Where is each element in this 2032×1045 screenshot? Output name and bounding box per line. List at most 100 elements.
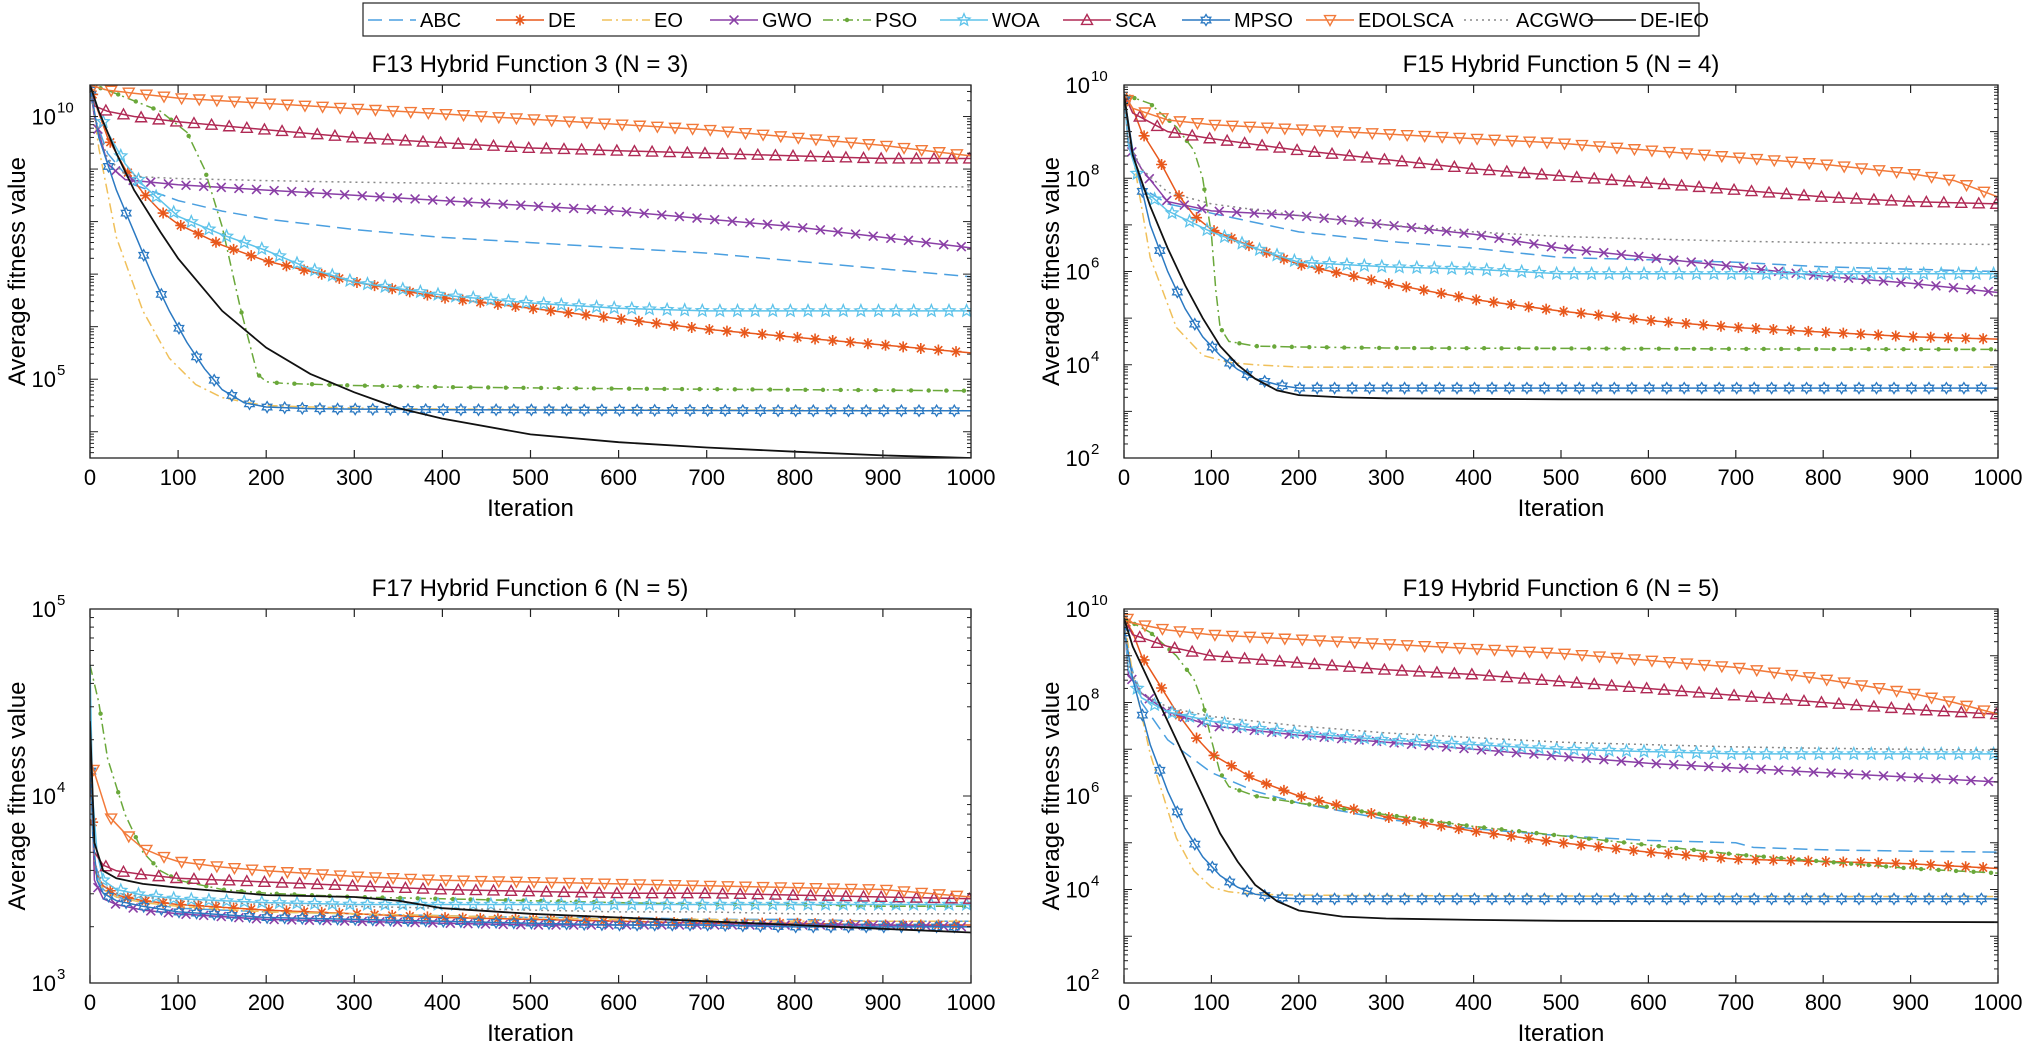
data-point-sca xyxy=(222,873,236,886)
data-point-edolsca xyxy=(1977,705,1991,718)
data-point-woa xyxy=(677,302,693,317)
data-point-edolsca xyxy=(1645,145,1659,158)
data-point-de xyxy=(1942,332,1954,344)
data-point-mpso xyxy=(1154,763,1166,778)
data-point-pso xyxy=(1534,830,1539,836)
data-point-mpso xyxy=(314,911,326,926)
data-point-pso xyxy=(944,388,949,393)
data-point-pso xyxy=(961,388,967,393)
data-point-mpso xyxy=(1608,892,1621,906)
y-axis-label: Average fitness value xyxy=(4,157,31,386)
data-point-woa xyxy=(1461,261,1477,276)
data-point-de xyxy=(210,901,222,913)
data-point-mpso xyxy=(1241,367,1254,382)
data-point-edolsca xyxy=(1540,647,1554,660)
data-point-mpso xyxy=(1783,892,1796,906)
data-point-edolsca xyxy=(1400,129,1414,143)
data-point-sca xyxy=(839,889,853,902)
data-point-edolsca xyxy=(1662,657,1677,670)
data-point-de xyxy=(1488,296,1500,308)
data-point-mpso xyxy=(261,400,273,414)
data-point-edolsca xyxy=(1557,648,1572,661)
data-point-mpso xyxy=(137,248,150,262)
x-tick-label: 800 xyxy=(1805,465,1842,490)
data-point-woa xyxy=(641,896,658,911)
data-point-mpso xyxy=(1870,381,1883,395)
x-tick-label: 200 xyxy=(1280,990,1317,1015)
data-point-woa xyxy=(1671,265,1687,281)
data-point-de xyxy=(228,902,240,914)
data-point-mpso xyxy=(913,920,925,934)
data-point-de xyxy=(827,335,839,347)
data-point-gwo xyxy=(1983,286,1994,297)
data-point-sca xyxy=(610,143,624,156)
data-point-woa xyxy=(412,283,429,299)
data-point-sca xyxy=(486,883,501,896)
data-point-de xyxy=(950,919,962,931)
data-point-sca xyxy=(1622,174,1636,187)
series-line-sca xyxy=(90,767,971,900)
data-point-edolsca xyxy=(1295,634,1309,647)
data-point-de xyxy=(245,903,257,915)
data-point-sca xyxy=(416,134,430,147)
data-point-pso xyxy=(133,99,139,104)
data-point-pso xyxy=(1202,707,1207,713)
data-point-edolsca xyxy=(1924,171,1939,184)
data-point-mpso xyxy=(1328,892,1341,906)
data-point-mpso xyxy=(243,396,256,411)
data-point-edolsca xyxy=(1750,665,1764,678)
data-point-edolsca xyxy=(1592,141,1607,154)
data-point-de xyxy=(1313,795,1325,807)
data-point-mpso xyxy=(1258,374,1271,389)
data-point-gwo xyxy=(709,214,720,225)
data-point-woa xyxy=(553,296,569,312)
data-point-pso xyxy=(327,382,332,387)
data-point-pso xyxy=(1814,858,1819,864)
data-point-mpso xyxy=(648,403,661,418)
data-point-pso xyxy=(591,386,597,391)
data-point-pso xyxy=(1691,346,1697,351)
data-point-edolsca xyxy=(1575,649,1589,663)
data-point-mpso xyxy=(102,159,115,174)
data-point-de xyxy=(1435,287,1447,299)
data-point-sca xyxy=(398,880,413,894)
data-point-gwo xyxy=(1424,224,1434,235)
data-point-pso xyxy=(1429,818,1434,823)
data-point-mpso xyxy=(1853,381,1865,395)
data-point-sca xyxy=(1168,640,1182,653)
data-point-sca xyxy=(1465,161,1479,174)
data-point-pso xyxy=(1814,346,1819,352)
data-point-mpso xyxy=(472,915,485,929)
data-point-mpso xyxy=(243,909,256,924)
data-point-sca xyxy=(398,133,413,146)
data-point-mpso xyxy=(895,920,908,934)
data-point-sca xyxy=(1307,657,1322,670)
data-point-de xyxy=(1278,253,1290,265)
x-tick-label: 800 xyxy=(776,990,813,1015)
data-point-woa xyxy=(1933,745,1949,761)
data-point-mpso xyxy=(631,403,644,417)
x-tick-label: 1000 xyxy=(947,465,996,490)
data-point-edolsca xyxy=(597,118,612,131)
data-point-de xyxy=(1645,315,1657,327)
data-point-sca xyxy=(1639,175,1654,188)
data-point-pso xyxy=(503,385,509,390)
data-point-mpso xyxy=(1748,381,1761,395)
data-point-woa xyxy=(1723,265,1739,281)
data-point-de xyxy=(1243,770,1255,782)
data-point-edolsca xyxy=(1854,163,1869,176)
data-point-edolsca xyxy=(1680,148,1694,161)
data-point-woa xyxy=(1182,708,1198,723)
data-point-sca xyxy=(1587,171,1601,184)
data-point-sca xyxy=(1150,635,1164,648)
data-point-de xyxy=(844,336,856,348)
data-point-de xyxy=(1348,803,1360,815)
legend-entry-edolsca: EDOLSCA xyxy=(1306,10,1454,32)
data-point-de xyxy=(474,296,486,308)
data-point-de xyxy=(228,243,240,255)
data-point-sca xyxy=(1307,145,1322,158)
data-point-pso xyxy=(856,387,861,393)
data-point-sca xyxy=(257,875,272,888)
data-point-gwo xyxy=(1546,241,1557,252)
data-point-edolsca xyxy=(1417,641,1432,654)
